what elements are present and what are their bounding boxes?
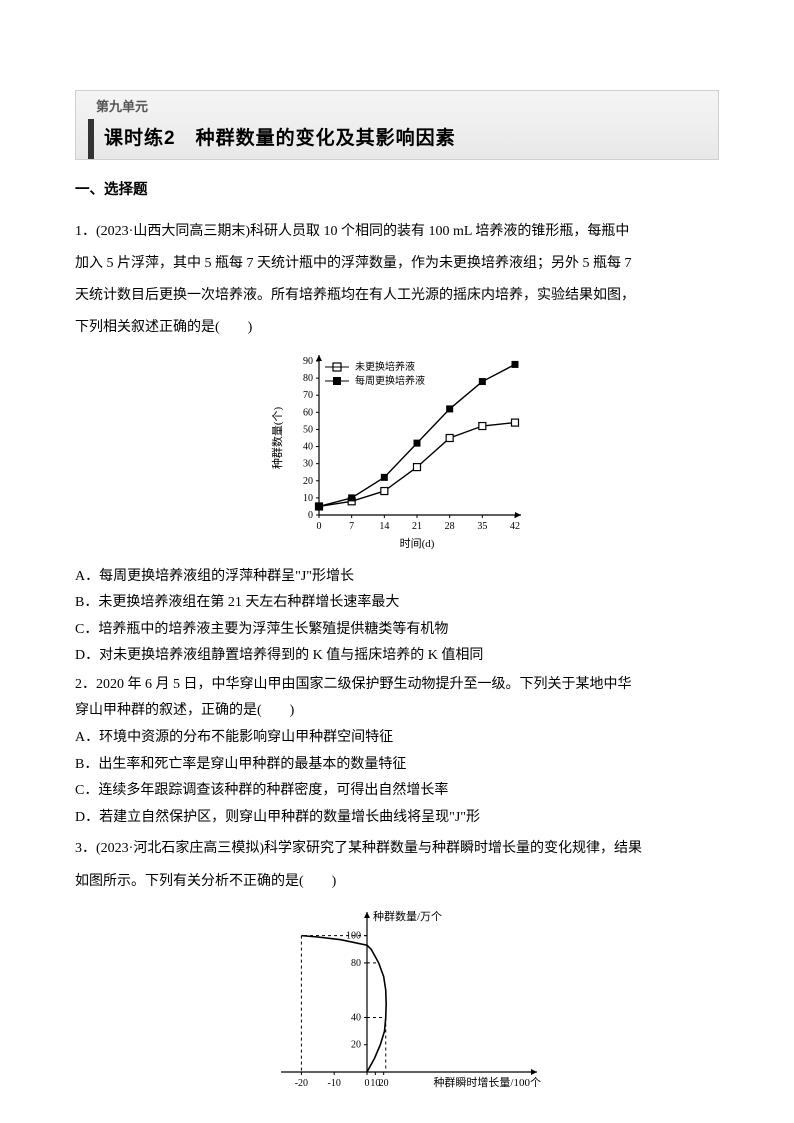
- svg-text:10: 10: [303, 492, 313, 503]
- svg-text:40: 40: [351, 1012, 361, 1023]
- svg-text:90: 90: [303, 356, 313, 367]
- section-heading: 一、选择题: [75, 180, 719, 202]
- q1-stem-line2: 加入 5 片浮萍，其中 5 瓶每 7 天统计瓶中的浮萍数量，作为未更换培养液组；…: [75, 248, 719, 280]
- q1-stem-line1: 1．(2023·山西大同高三期末)科研人员取 10 个相同的装有 100 mL …: [75, 216, 719, 248]
- q2-option-d: D．若建立自然保护区，则穿山甲种群的数量增长曲线将呈现"J"形: [75, 805, 719, 832]
- q1-stem-line4: 下列相关叙述正确的是( ): [75, 312, 719, 344]
- svg-text:21: 21: [412, 521, 422, 532]
- svg-text:7: 7: [349, 521, 354, 532]
- svg-text:20: 20: [351, 1040, 361, 1051]
- q2-option-c: C．连续多年跟踪调查该种群的种群密度，可得出自然增长率: [75, 778, 719, 805]
- svg-text:每周更换培养液: 每周更换培养液: [355, 374, 425, 387]
- q1-option-c: C．培养瓶中的培养液主要为浮萍生长繁殖提供糖类等有机物: [75, 617, 719, 644]
- svg-text:50: 50: [303, 424, 313, 435]
- svg-text:20: 20: [379, 1078, 389, 1089]
- q1-option-b: B．未更换培养液组在第 21 天左右种群增长速率最大: [75, 590, 719, 617]
- svg-text:60: 60: [303, 407, 313, 418]
- svg-text:时间(d): 时间(d): [400, 537, 435, 550]
- svg-text:种群数量/万个: 种群数量/万个: [373, 909, 442, 923]
- q2-stem-line2: 穿山甲种群的叙述，正确的是( ): [75, 698, 719, 725]
- svg-text:80: 80: [303, 373, 313, 384]
- svg-text:未更换培养液: 未更换培养液: [355, 360, 415, 373]
- svg-text:30: 30: [303, 458, 313, 469]
- q1-option-d: D．对未更换培养液组静置培养得到的 K 值与摇床培养的 K 值相同: [75, 643, 719, 670]
- unit-header: 第九单元 课时练2 种群数量的变化及其影响因素: [75, 90, 719, 160]
- lesson-title: 课时练2 种群数量的变化及其影响因素: [88, 119, 706, 160]
- q3-stem-line2: 如图所示。下列有关分析不正确的是( ): [75, 866, 719, 898]
- svg-text:35: 35: [477, 521, 487, 532]
- svg-text:0: 0: [317, 521, 322, 532]
- svg-text:-10: -10: [328, 1078, 341, 1089]
- q1-option-a: A．每周更换培养液组的浮萍种群呈"J"形增长: [75, 564, 719, 591]
- svg-text:80: 80: [351, 958, 361, 969]
- svg-text:0: 0: [365, 1078, 370, 1089]
- svg-text:42: 42: [510, 521, 520, 532]
- svg-text:70: 70: [303, 390, 313, 401]
- svg-text:28: 28: [445, 521, 455, 532]
- q2-stem-line1: 2．2020 年 6 月 5 日，中华穿山甲由国家二级保护野生动物提升至一级。下…: [75, 672, 719, 699]
- svg-text:20: 20: [303, 475, 313, 486]
- q2-option-b: B．出生率和死亡率是穿山甲种群的最基本的数量特征: [75, 752, 719, 779]
- q1-stem-line3: 天统计数目后更换一次培养液。所有培养瓶均在有人工光源的摇床内培养，实验结果如图，: [75, 280, 719, 312]
- q2-option-a: A．环境中资源的分布不能影响穿山甲种群空间特征: [75, 725, 719, 752]
- svg-text:-20: -20: [295, 1078, 308, 1089]
- q3-chart: -20-1001020204080100种群数量/万个种群瞬时增长量/100个: [75, 904, 719, 1106]
- q3-stem-line1: 3．(2023·河北石家庄高三模拟)科学家研究了某种群数量与种群瞬时增长量的变化…: [75, 833, 719, 865]
- svg-text:14: 14: [379, 521, 389, 532]
- svg-text:种群数量(个): 种群数量(个): [270, 406, 284, 469]
- svg-text:40: 40: [303, 441, 313, 452]
- svg-text:0: 0: [308, 510, 313, 521]
- unit-label: 第九单元: [88, 97, 706, 119]
- svg-text:种群瞬时增长量/100个: 种群瞬时增长量/100个: [433, 1075, 541, 1089]
- q1-chart: 0 10 20 30 40 50 60 70 80 90 0 7 14 21 28 35 42 时间(d) 种群数量…: [75, 351, 719, 558]
